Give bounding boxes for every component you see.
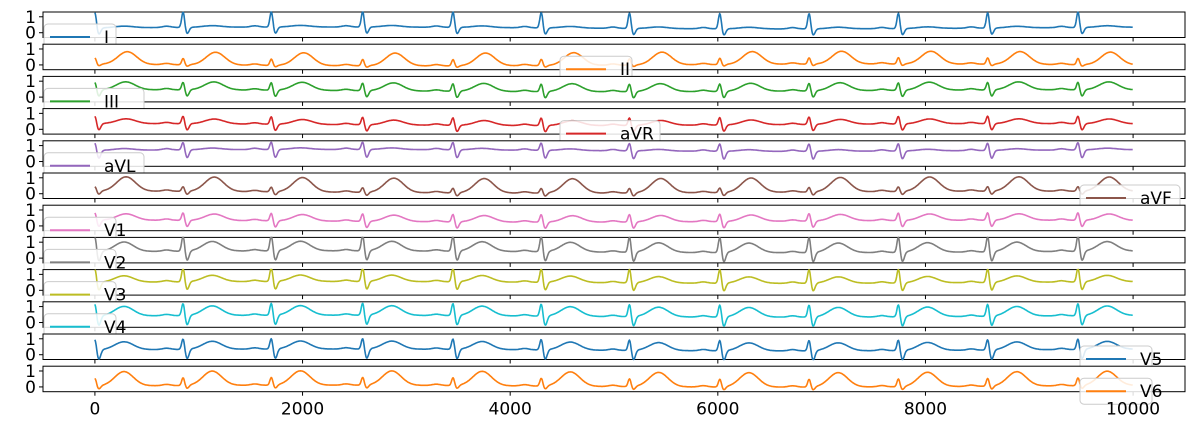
- legend-V2: V2: [43, 248, 126, 276]
- x-tick-label: 4000: [489, 400, 532, 420]
- y-tick-label: 1: [25, 265, 36, 285]
- y-tick-label: 1: [25, 104, 36, 124]
- legend-II: II: [559, 55, 633, 83]
- y-tick-label: 1: [25, 298, 36, 318]
- y-tick-label: 0: [25, 56, 36, 76]
- series-line-III: [94, 81, 1133, 99]
- subplot-V6: 10: [25, 362, 1186, 398]
- x-tick-label: 10000: [1106, 400, 1160, 420]
- subplot-V1: 10: [25, 201, 1186, 237]
- y-tick-label: 0: [25, 217, 36, 237]
- subplot-V5: 10: [25, 330, 1186, 366]
- axes-frame: [42, 11, 1186, 38]
- legend-label: aVL: [104, 157, 136, 177]
- subplot-III: 10: [25, 72, 1186, 108]
- x-tick-label: 8000: [904, 400, 947, 420]
- y-tick-label: 1: [25, 169, 36, 189]
- y-tick-label: 0: [25, 378, 36, 398]
- subplot-aVL: 10: [25, 137, 1186, 173]
- y-tick-label: 0: [25, 153, 36, 173]
- axes-frame: [42, 140, 1186, 167]
- legend-label: V6: [1140, 382, 1162, 402]
- y-tick-label: 1: [25, 8, 36, 28]
- y-tick-label: 0: [25, 346, 36, 366]
- y-tick-label: 0: [25, 249, 36, 269]
- y-tick-label: 0: [25, 24, 36, 44]
- y-tick-label: 0: [25, 185, 36, 205]
- legend-label: aVF: [1140, 189, 1172, 209]
- legend-label: III: [104, 92, 119, 112]
- legend-label: V4: [104, 318, 126, 338]
- legend-label: V5: [1140, 350, 1162, 370]
- y-tick-label: 0: [25, 88, 36, 108]
- series-line-V6: [94, 370, 1133, 391]
- series-line-V1: [94, 212, 1133, 229]
- legend-label: V1: [104, 221, 126, 241]
- legend-V1: V1: [43, 216, 126, 244]
- y-tick-label: 0: [25, 120, 36, 140]
- subplot-I: 10: [25, 8, 1186, 44]
- y-tick-label: 0: [25, 281, 36, 301]
- subplot-V4: 10: [25, 298, 1186, 334]
- series-line-V2: [94, 236, 1133, 263]
- legend-V5: V5: [1079, 345, 1162, 373]
- x-tick-label: 6000: [696, 400, 739, 420]
- y-tick-label: 1: [25, 40, 36, 60]
- subplot-V2: 10: [25, 233, 1186, 269]
- series-line-aVF: [94, 176, 1133, 197]
- y-tick-label: 1: [25, 330, 36, 350]
- y-tick-label: 0: [25, 314, 36, 334]
- x-tick-label: 0: [89, 400, 100, 420]
- subplot-V3: 10: [25, 265, 1186, 301]
- series-line-V3: [94, 268, 1133, 292]
- series-line-V5: [94, 337, 1133, 361]
- axes-frame: [42, 333, 1186, 360]
- y-tick-label: 1: [25, 137, 36, 157]
- y-tick-label: 1: [25, 201, 36, 221]
- y-tick-label: 1: [25, 72, 36, 92]
- y-tick-label: 1: [25, 362, 36, 382]
- legend-label: II: [620, 60, 630, 80]
- axes-frame: [42, 75, 1186, 103]
- axes-frame: [42, 269, 1186, 296]
- legend-label: V2: [104, 253, 126, 273]
- axes-frame: [42, 365, 1186, 393]
- axes-frame: [42, 172, 1186, 199]
- legend-V4: V4: [43, 313, 126, 341]
- legend-V6: V6: [1079, 377, 1162, 405]
- legend-label: V3: [104, 286, 126, 306]
- series-line-V4: [94, 302, 1133, 327]
- x-tick-label: 2000: [281, 400, 324, 420]
- legend-aVF: aVF: [1079, 184, 1181, 212]
- series-line-I: [94, 11, 1133, 36]
- y-tick-label: 1: [25, 233, 36, 253]
- subplot-aVF: 10: [25, 169, 1186, 205]
- legend-label: I: [104, 28, 109, 48]
- legend-V3: V3: [43, 281, 126, 309]
- axes-frame: [42, 204, 1186, 232]
- series-line-aVL: [94, 141, 1133, 160]
- legend-aVR: aVR: [559, 120, 661, 148]
- legend-label: aVR: [620, 125, 654, 145]
- legend-aVL: aVL: [43, 152, 145, 180]
